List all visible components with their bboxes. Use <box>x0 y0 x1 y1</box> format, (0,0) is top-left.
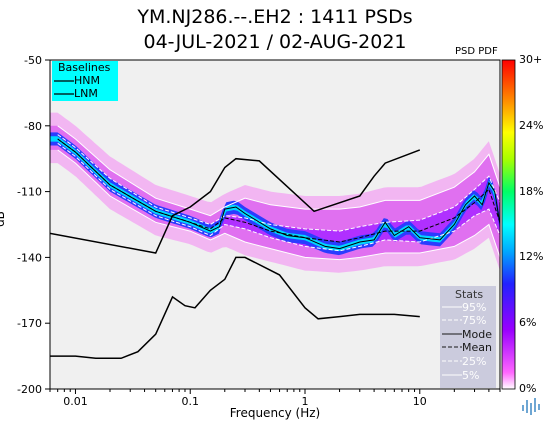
x-tick-label: 0.1 <box>181 395 199 408</box>
p5-line <box>57 149 500 261</box>
x-axis-label: Frequency (Hz) <box>229 406 321 420</box>
hnm-baseline <box>50 149 421 254</box>
hnm-label: HNM <box>74 74 100 87</box>
stats-legend: Stats 95% 75% Mode Mean 25% 5% <box>440 286 496 388</box>
line-layer <box>50 125 500 360</box>
colorbar-tick-label: 24% <box>519 118 544 132</box>
legend-item-mode: Mode <box>442 328 492 341</box>
p95-label: 95% <box>462 301 487 314</box>
baselines-legend-title: Baselines <box>58 61 111 74</box>
waveform-logo-icon <box>522 398 540 415</box>
chart-title: YM.NJ286.--.EH2 : 1411 PSDs <box>137 6 413 28</box>
p95-line <box>57 125 500 217</box>
pdf-label: PSD PDF <box>455 46 498 57</box>
legend-item-lnm: LNM <box>54 87 98 100</box>
y-tick-label: -200 <box>17 383 42 396</box>
mode-label: Mode <box>462 328 492 341</box>
p25-line-sample <box>442 360 462 362</box>
plot-frame <box>49 59 501 390</box>
lnm-baseline <box>50 256 420 360</box>
colorbar-tick-label: 18% <box>519 184 544 198</box>
hnm-line-sample <box>54 80 74 82</box>
axes-layer: 0.01 0.1 1 10 -50 -80 -110 -140 -170 -200 <box>17 54 501 408</box>
p75-line <box>57 134 500 232</box>
p25-label: 25% <box>462 355 487 368</box>
p75-label: 75% <box>462 314 487 327</box>
mean-label: Mean <box>462 341 492 354</box>
stats-legend-title: Stats <box>455 288 484 301</box>
x-tick-label: 1 <box>302 395 309 408</box>
p75-line-sample <box>442 319 462 321</box>
p95-line-sample <box>442 306 462 308</box>
colorbar-tick-label: 0% <box>519 382 537 395</box>
y-axis-label: dB <box>0 211 7 227</box>
colorbar-tick-label: 6% <box>519 316 537 330</box>
mode-line <box>57 138 500 250</box>
legend-item-p5: 5% <box>442 369 479 382</box>
p25-line <box>57 142 500 252</box>
colorbar <box>501 59 516 390</box>
y-tick-label: -140 <box>17 251 42 264</box>
colorbar-tick-label: 12% <box>519 250 544 264</box>
mean-line-sample <box>442 346 462 348</box>
legend-item-p75: 75% <box>442 314 486 327</box>
baselines-legend: Baselines HNM LNM <box>52 61 118 101</box>
p5-label: 5% <box>462 369 480 382</box>
colorbar-tick-label: 30+ <box>519 53 543 66</box>
x-tick-label: 0.01 <box>63 395 88 408</box>
mode-line-sample <box>442 333 462 335</box>
legend-item-p95: 95% <box>442 301 486 314</box>
legend-item-p25: 25% <box>442 355 486 368</box>
chart-subtitle: 04-JUL-2021 / 02-AUG-2021 <box>143 31 407 53</box>
density-band-peak <box>50 136 500 252</box>
x-tick-label: 10 <box>413 395 427 408</box>
y-tick-label: -110 <box>17 186 42 199</box>
lnm-label: LNM <box>74 87 98 100</box>
y-tick-label: -80 <box>24 120 42 133</box>
y-tick-label: -170 <box>17 317 42 330</box>
p5-line-sample <box>442 374 462 376</box>
y-tick-label: -50 <box>24 54 42 67</box>
mean-line <box>57 138 500 243</box>
legend-item-mean: Mean <box>442 341 492 354</box>
legend-item-hnm: HNM <box>54 74 100 87</box>
lnm-line-sample <box>54 93 74 95</box>
